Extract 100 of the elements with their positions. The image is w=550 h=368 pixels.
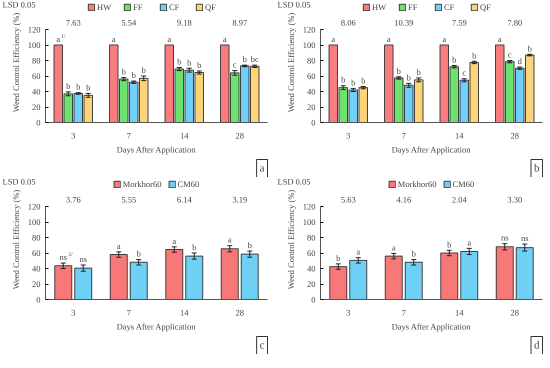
annotation: b bbox=[192, 242, 196, 252]
annotation: b bbox=[136, 248, 141, 259]
x-tick-label: 28 bbox=[510, 308, 519, 318]
x-axis-title: Days After Application bbox=[116, 144, 196, 154]
text: LSD 0.05 bbox=[2, 0, 36, 10]
annotation: b bbox=[406, 72, 411, 82]
y-tick-label: 0 bbox=[36, 118, 40, 128]
y-tick-label: 120 bbox=[302, 24, 316, 34]
annotation: a bbox=[116, 240, 121, 251]
y-tick-label: 120 bbox=[28, 24, 40, 34]
annotation: ns bbox=[520, 233, 529, 244]
text: 7.59 bbox=[452, 18, 467, 28]
y-tick-label: 20 bbox=[307, 279, 316, 289]
text: 7.63 bbox=[66, 18, 81, 28]
text: 9.18 bbox=[176, 18, 192, 28]
annotation: a bbox=[172, 236, 176, 246]
y-tick-label: 60 bbox=[32, 248, 40, 258]
y-tick-label: 120 bbox=[28, 202, 40, 212]
annotation: a bbox=[222, 34, 227, 44]
annotation: c bbox=[508, 50, 512, 60]
annotation: c bbox=[232, 60, 237, 70]
x-tick-label: 3 bbox=[346, 130, 350, 140]
y-tick-label: 40 bbox=[307, 86, 316, 96]
legend-label: Morkhor60 bbox=[398, 179, 436, 189]
text: LSD 0.05 bbox=[278, 0, 311, 10]
x-axis-title: Days After Application bbox=[392, 322, 472, 332]
y-tick-label: 100 bbox=[302, 217, 316, 227]
legend-label: FF bbox=[133, 2, 144, 12]
legend-label: HW bbox=[372, 2, 388, 12]
y-tick-label: 60 bbox=[307, 248, 316, 258]
y-tick-label: 0 bbox=[311, 294, 316, 304]
text: 5.63 bbox=[340, 194, 356, 204]
legend-label: CM60 bbox=[178, 179, 200, 189]
annotation: b bbox=[361, 75, 366, 86]
annotation: a bbox=[167, 34, 172, 44]
y-axis-title: Weed Control Efficiency (%) bbox=[10, 190, 21, 290]
text: 8.06 bbox=[340, 18, 356, 28]
y-axis-title: Weed Control Efficiency (%) bbox=[10, 12, 21, 112]
annotation: a bbox=[442, 34, 446, 44]
y-tick-label: 120 bbox=[302, 202, 316, 212]
x-tick-label: 14 bbox=[180, 130, 190, 140]
annotation: b bbox=[528, 43, 532, 54]
annotation: b bbox=[336, 252, 340, 263]
y-axis-title: Weed Control Efficiency (%) bbox=[286, 12, 296, 112]
x-tick-label: 28 bbox=[236, 130, 244, 140]
text: b bbox=[534, 162, 540, 174]
legend-label: QF bbox=[480, 2, 492, 12]
text: 7.80 bbox=[507, 18, 522, 28]
annotation: b bbox=[412, 248, 416, 259]
annotation: a bbox=[392, 242, 396, 252]
text: 8.97 bbox=[232, 18, 248, 28]
y-tick-label: 20 bbox=[32, 102, 40, 112]
text: c bbox=[260, 340, 265, 352]
x-tick-label: 14 bbox=[180, 308, 190, 318]
annotation: b bbox=[122, 66, 126, 77]
annotation: b bbox=[66, 80, 70, 91]
x-tick-label: 3 bbox=[71, 308, 76, 318]
x-axis-title: Days After Application bbox=[116, 322, 196, 332]
annotation: b bbox=[452, 54, 456, 65]
x-axis-title: Days After Application bbox=[392, 144, 472, 154]
legend-label: FF bbox=[408, 2, 418, 12]
x-tick-label: 7 bbox=[402, 130, 406, 140]
annotation: b bbox=[341, 74, 346, 85]
annotation: b bbox=[142, 65, 146, 75]
text: 6.14 bbox=[176, 194, 192, 204]
annotation: b bbox=[242, 54, 247, 64]
text: 3.30 bbox=[507, 194, 522, 204]
y-tick-label: 100 bbox=[302, 40, 316, 50]
y-tick-label: 20 bbox=[32, 279, 40, 289]
annotation: ns bbox=[500, 232, 509, 243]
annotation: b bbox=[76, 82, 80, 92]
annotation: b bbox=[177, 56, 182, 66]
y-tick-label: 40 bbox=[32, 86, 40, 96]
x-tick-label: 28 bbox=[510, 130, 519, 140]
text: a bbox=[260, 162, 265, 174]
y-tick-label: 80 bbox=[32, 56, 40, 66]
annotation: b bbox=[416, 66, 421, 77]
text: 5.54 bbox=[121, 18, 137, 28]
legend-label: CF bbox=[169, 2, 180, 12]
text: 4.16 bbox=[396, 194, 412, 204]
x-tick-label: 28 bbox=[236, 308, 244, 318]
text: 10.39 bbox=[394, 18, 414, 28]
legend-label: QF bbox=[205, 2, 217, 12]
legend-label: Morkhor60 bbox=[122, 179, 162, 189]
legend-label: HW bbox=[97, 2, 112, 12]
text: 3.76 bbox=[66, 194, 81, 204]
y-tick-label: 20 bbox=[307, 102, 316, 112]
annotation: a bbox=[467, 237, 472, 248]
text: LSD 0.05 bbox=[2, 176, 36, 186]
annotation: b bbox=[86, 82, 90, 92]
annotation: b bbox=[197, 60, 202, 70]
text: 5.55 bbox=[121, 194, 136, 204]
annotation: bc bbox=[250, 54, 259, 64]
annotation: b bbox=[396, 66, 401, 76]
x-tick-label: 3 bbox=[346, 308, 350, 318]
annotation: b bbox=[187, 57, 192, 68]
y-tick-label: 60 bbox=[32, 71, 40, 81]
legend-label: CF bbox=[444, 2, 456, 12]
y-tick-label: 100 bbox=[28, 217, 40, 227]
annotation: c bbox=[462, 68, 466, 78]
